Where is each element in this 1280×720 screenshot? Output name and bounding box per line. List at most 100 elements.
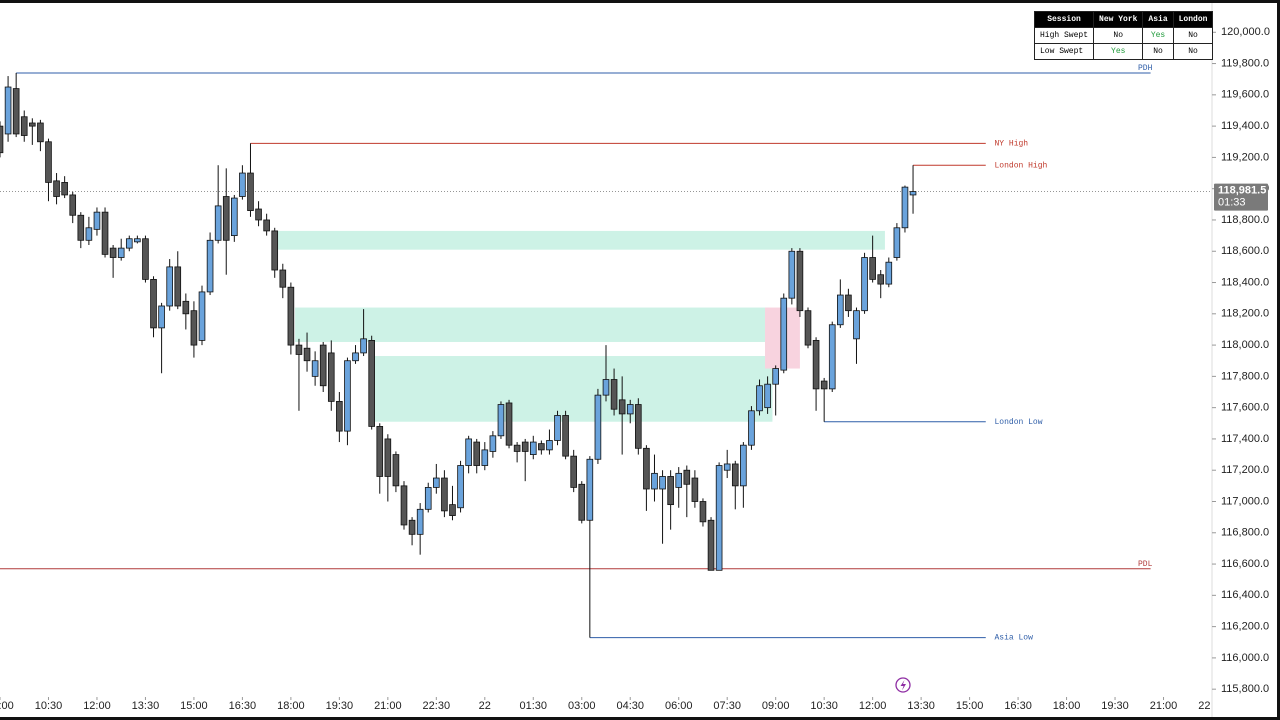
candle-body	[4, 86, 12, 135]
y-tick-label: 116,400.0	[1221, 589, 1269, 601]
candle-body	[214, 205, 222, 241]
candle-body	[85, 227, 93, 241]
y-tick-label: 119,800.0	[1221, 57, 1269, 69]
candle-body	[635, 404, 642, 449]
candle-body	[271, 230, 279, 271]
table-row: Low Swept Yes No No	[1033, 43, 1214, 60]
y-tick-label: 116,200.0	[1221, 621, 1269, 633]
candle-body	[142, 238, 149, 280]
candle-body	[788, 250, 796, 299]
candle-body	[69, 194, 77, 216]
y-tick-label: 118,600.0	[1221, 245, 1269, 257]
candle-body	[820, 380, 828, 390]
candle-body	[263, 219, 270, 232]
candle-body	[295, 344, 303, 355]
candle-body	[400, 485, 408, 526]
candle-body	[497, 404, 505, 437]
candle-body	[748, 410, 755, 446]
candle-body	[909, 191, 917, 196]
x-tick-label: 18:00	[277, 700, 305, 712]
level-label: PDL	[1138, 560, 1153, 569]
candle-body	[804, 310, 812, 346]
candle-body	[198, 291, 206, 341]
level-label: London Low	[994, 418, 1042, 427]
cell: No	[1142, 43, 1174, 60]
last-price-badge	[1214, 183, 1268, 211]
y-tick-label: 119,600.0	[1221, 89, 1269, 101]
header-cell: Asia	[1142, 11, 1174, 28]
candle-body	[659, 476, 666, 490]
candle-body	[513, 444, 521, 452]
candle-body	[45, 141, 52, 183]
candle-body	[182, 300, 190, 315]
x-tick-label: 15:00	[956, 700, 984, 712]
candle-body	[618, 399, 626, 415]
x-tick-label: 01:30	[520, 700, 548, 712]
x-tick-label: 21:00	[374, 700, 402, 712]
cell: No	[1172, 43, 1214, 60]
candle-body	[12, 88, 20, 135]
candle-body	[352, 352, 359, 362]
candle-body	[125, 238, 133, 249]
candle-body	[416, 508, 424, 535]
candle-body	[449, 504, 456, 516]
candle-body	[893, 227, 901, 258]
frame-top	[0, 0, 1280, 3]
candle-body	[319, 344, 327, 387]
candle-body	[344, 360, 351, 432]
candle-body	[643, 447, 650, 490]
candle-body	[562, 415, 569, 457]
x-tick-label: 10:30	[810, 700, 838, 712]
candle-body	[529, 441, 537, 455]
candle-body	[384, 438, 392, 477]
x-tick-label: 06:00	[665, 700, 693, 712]
zone	[374, 356, 773, 422]
countdown-label: 01:33	[1218, 196, 1246, 208]
candle-body	[667, 476, 674, 506]
candle-body	[796, 250, 804, 312]
candle-body	[433, 477, 440, 488]
candle-body	[174, 266, 182, 307]
candle-body	[683, 469, 691, 485]
candle-body	[699, 501, 707, 523]
candle-body	[255, 208, 262, 221]
y-tick-label: 116,600.0	[1221, 558, 1269, 570]
candle-body	[465, 438, 472, 466]
candle-body	[546, 440, 553, 451]
candle-body	[0, 125, 4, 154]
candle-body	[408, 519, 416, 535]
candle-body	[336, 400, 343, 432]
y-tick-label: 115,800.0	[1221, 683, 1269, 695]
candle-body	[521, 441, 529, 452]
candle-body	[740, 444, 747, 487]
candle-body	[37, 122, 44, 143]
x-tick-label: 22:30	[423, 700, 451, 712]
y-tick-label: 116,000.0	[1221, 652, 1269, 664]
candle-body	[505, 402, 513, 446]
candle-body	[845, 294, 852, 312]
candle-body	[877, 274, 885, 285]
candle-body	[570, 455, 577, 488]
candle-body	[828, 324, 836, 390]
x-tick-label: 13:30	[907, 700, 935, 712]
candle-body	[150, 278, 157, 329]
candle-body	[675, 472, 683, 488]
candle-body	[206, 239, 214, 293]
candle-body	[424, 487, 432, 510]
candle-body	[837, 294, 844, 326]
candle-body	[723, 463, 731, 471]
candle-body	[93, 211, 101, 230]
y-tick-label: 118,000.0	[1221, 339, 1269, 351]
y-tick-label: 117,800.0	[1221, 370, 1269, 382]
alert-icon[interactable]	[895, 677, 911, 693]
candle-body	[134, 238, 141, 243]
candle-body	[481, 449, 489, 466]
candle-body	[109, 247, 117, 258]
row-label: Low Swept	[1033, 43, 1095, 60]
x-tick-label: 16:30	[1004, 700, 1032, 712]
x-tick-label: 12:00	[83, 700, 111, 712]
candle-body	[538, 443, 545, 451]
candle-body	[457, 465, 464, 509]
last-price-label: 118,981.5	[1218, 184, 1266, 196]
candle-body	[901, 186, 909, 229]
